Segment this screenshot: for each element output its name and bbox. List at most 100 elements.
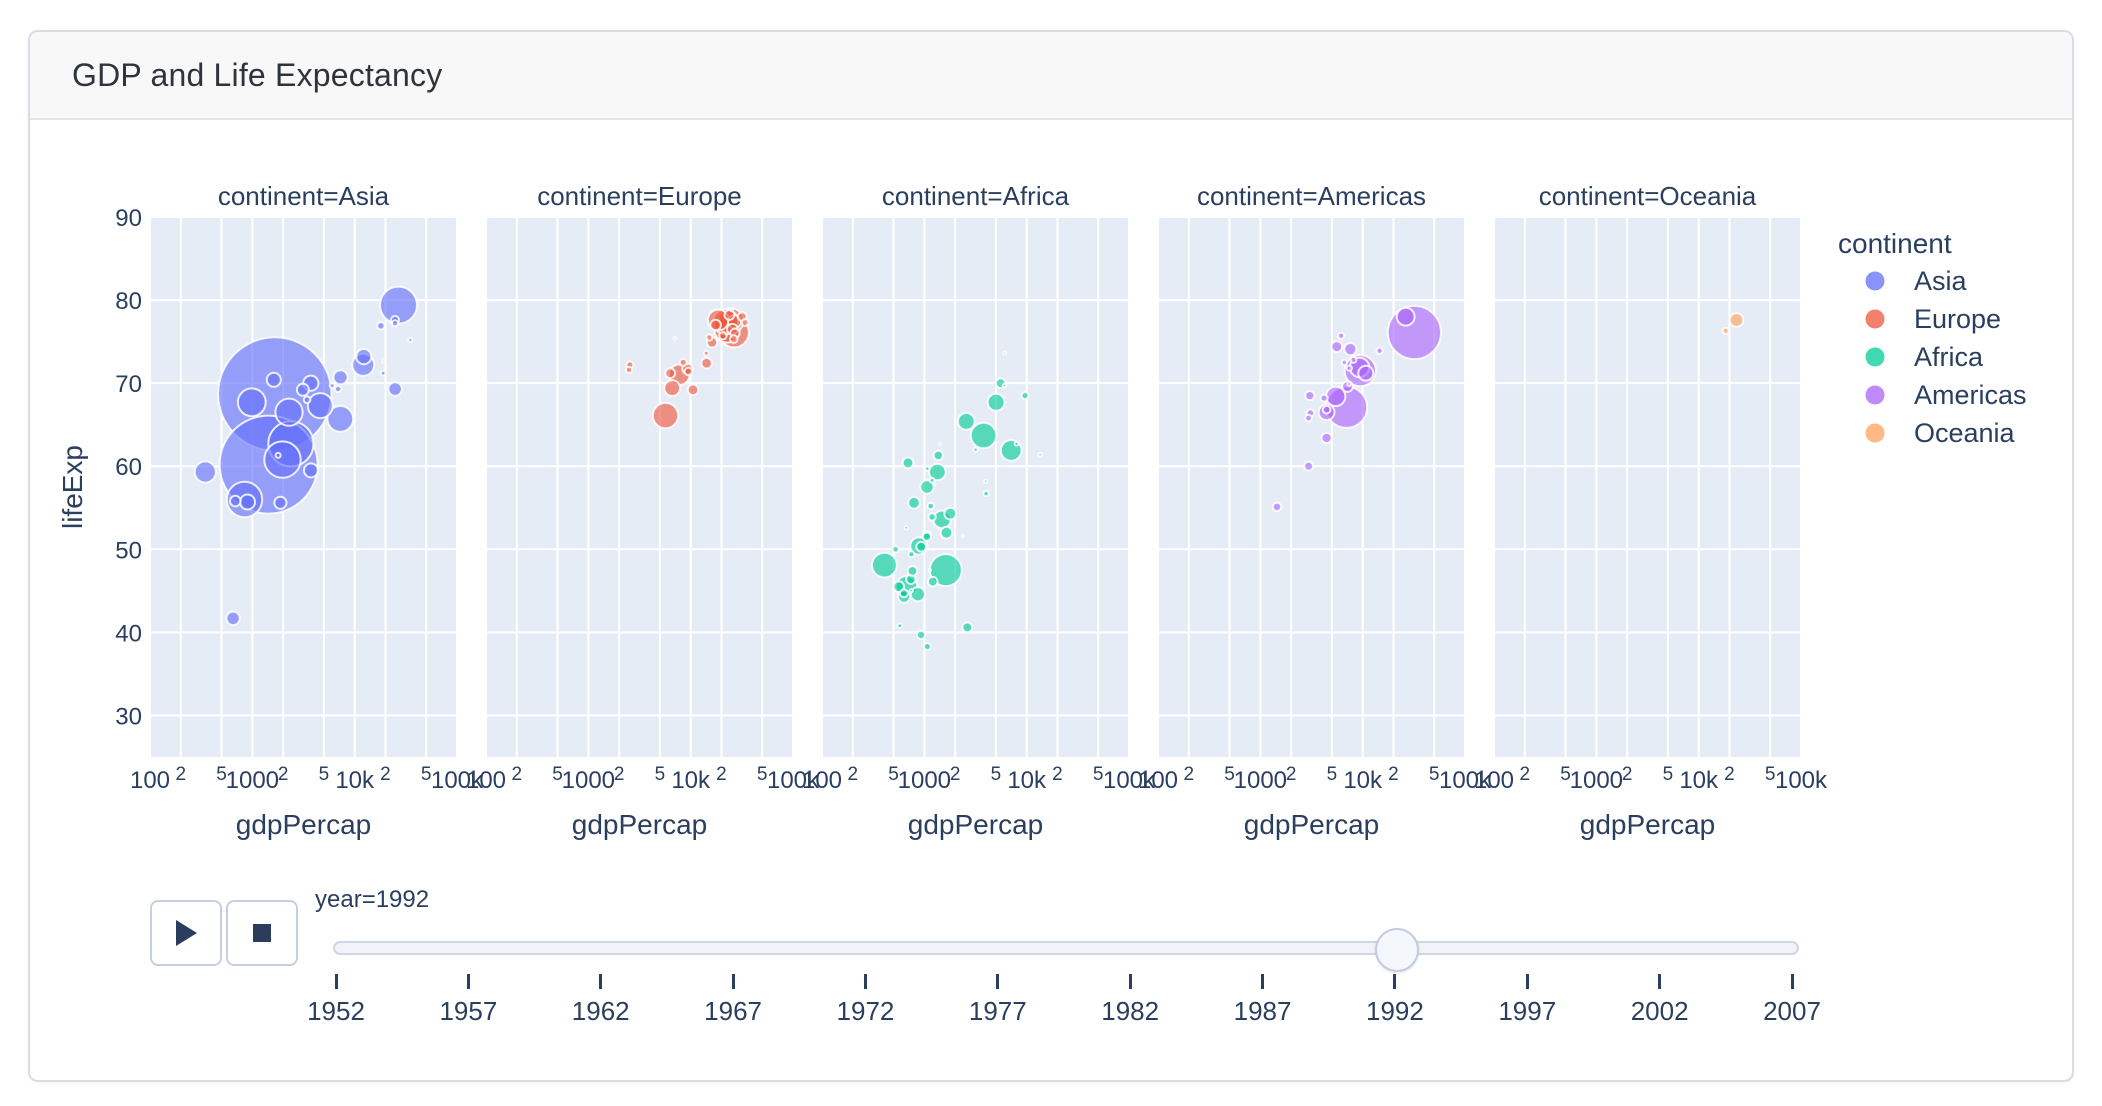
bubble[interactable] (986, 392, 1006, 412)
bubble[interactable] (387, 381, 403, 397)
bubble[interactable] (915, 629, 927, 641)
bubble[interactable] (924, 465, 931, 472)
bubble[interactable] (1340, 358, 1348, 366)
slider-tick-label[interactable]: 1997 (1498, 996, 1557, 1026)
slider-tick-label[interactable]: 1982 (1101, 996, 1160, 1026)
bubble[interactable] (625, 365, 633, 374)
bubble[interactable] (1357, 364, 1375, 382)
bubble[interactable] (1020, 391, 1030, 401)
bubble[interactable] (983, 478, 989, 484)
bubble[interactable] (703, 349, 710, 357)
legend-item-africa[interactable]: Africa (1865, 342, 1985, 372)
bubble[interactable] (956, 412, 976, 431)
bubble[interactable] (927, 567, 932, 573)
bubble[interactable] (376, 321, 386, 331)
stop-button[interactable] (226, 900, 298, 966)
bubble[interactable] (263, 440, 302, 479)
bubble[interactable] (1303, 460, 1314, 472)
bubble[interactable] (672, 336, 678, 341)
bubble[interactable] (969, 421, 998, 450)
bubble[interactable] (718, 331, 728, 341)
bubble[interactable] (1349, 356, 1358, 364)
bubble[interactable] (1304, 390, 1316, 402)
bubble[interactable] (391, 319, 399, 328)
bubble[interactable] (306, 392, 334, 420)
slider-tick-label[interactable]: 1977 (968, 996, 1027, 1026)
bubble[interactable] (1304, 413, 1313, 423)
bubble[interactable] (908, 588, 914, 594)
bubble[interactable] (664, 367, 677, 380)
slider-track[interactable] (333, 941, 1799, 955)
bubble[interactable] (295, 382, 310, 397)
bubble[interactable] (982, 490, 990, 498)
bubble[interactable] (332, 369, 349, 386)
bubble[interactable] (225, 610, 241, 626)
bubble[interactable] (355, 348, 373, 366)
bubble[interactable] (1002, 350, 1008, 356)
bubble[interactable] (683, 366, 694, 377)
bubble[interactable] (939, 525, 954, 540)
bubble[interactable] (972, 446, 979, 453)
bubble[interactable] (1728, 312, 1745, 328)
play-button[interactable] (150, 900, 222, 966)
bubble[interactable] (1345, 364, 1353, 372)
bubble[interactable] (326, 405, 355, 433)
bubble[interactable] (334, 385, 343, 393)
bubble[interactable] (901, 456, 915, 470)
bubble[interactable] (1001, 382, 1008, 389)
bubble[interactable] (891, 545, 900, 554)
bubble[interactable] (651, 401, 680, 430)
bubble[interactable] (931, 481, 937, 486)
bubble[interactable] (686, 383, 700, 397)
slider-tick-label[interactable]: 1967 (704, 996, 762, 1026)
slider-tick-label[interactable]: 1962 (571, 996, 630, 1026)
bubble[interactable] (740, 318, 750, 327)
bubble[interactable] (938, 441, 943, 446)
bubble[interactable] (961, 621, 974, 634)
bubble[interactable] (909, 586, 927, 603)
legend-item-asia[interactable]: Asia (1865, 266, 1968, 296)
bubble[interactable] (265, 371, 282, 388)
bubble[interactable] (927, 575, 939, 588)
slider-tick-label[interactable]: 1987 (1233, 996, 1292, 1026)
bubble[interactable] (328, 382, 336, 390)
bubble[interactable] (926, 501, 935, 511)
bubble[interactable] (381, 359, 386, 364)
bubble[interactable] (896, 622, 904, 630)
legend-item-europe[interactable]: Europe (1865, 304, 2002, 334)
bubble[interactable] (1337, 331, 1346, 340)
bubble[interactable] (1321, 404, 1332, 415)
bubble[interactable] (928, 462, 947, 482)
bubble[interactable] (871, 551, 898, 579)
bubble[interactable] (907, 496, 921, 510)
bubble[interactable] (1395, 306, 1416, 327)
bubble[interactable] (229, 494, 242, 508)
slider-handle[interactable] (1374, 928, 1419, 972)
bubble[interactable] (943, 506, 958, 521)
slider-tick-label[interactable]: 2002 (1630, 996, 1689, 1026)
bubble[interactable] (1271, 501, 1283, 513)
bubble[interactable] (1346, 381, 1352, 387)
bubble[interactable] (303, 462, 319, 479)
bubble[interactable] (927, 512, 937, 522)
bubble[interactable] (407, 337, 414, 343)
bubble[interactable] (729, 334, 739, 344)
bubble[interactable] (1037, 452, 1043, 458)
bubble[interactable] (907, 550, 916, 559)
bubble[interactable] (1721, 326, 1730, 335)
bubble[interactable] (678, 357, 688, 367)
bubble[interactable] (923, 642, 932, 651)
bubble[interactable] (960, 533, 965, 539)
slider-tick-label[interactable]: 2007 (1763, 996, 1821, 1026)
bubble[interactable] (663, 379, 682, 398)
bubble[interactable] (932, 449, 944, 462)
bubble[interactable] (709, 318, 722, 332)
bubble[interactable] (921, 531, 933, 542)
bubble[interactable] (274, 451, 282, 459)
slider-tick-label[interactable]: 1952 (307, 996, 365, 1026)
bubble[interactable] (1320, 431, 1333, 445)
slider-tick-label[interactable]: 1992 (1365, 996, 1424, 1026)
bubble[interactable] (273, 495, 288, 510)
bubble[interactable] (302, 395, 312, 405)
legend-item-oceania[interactable]: Oceania (1865, 418, 2016, 448)
